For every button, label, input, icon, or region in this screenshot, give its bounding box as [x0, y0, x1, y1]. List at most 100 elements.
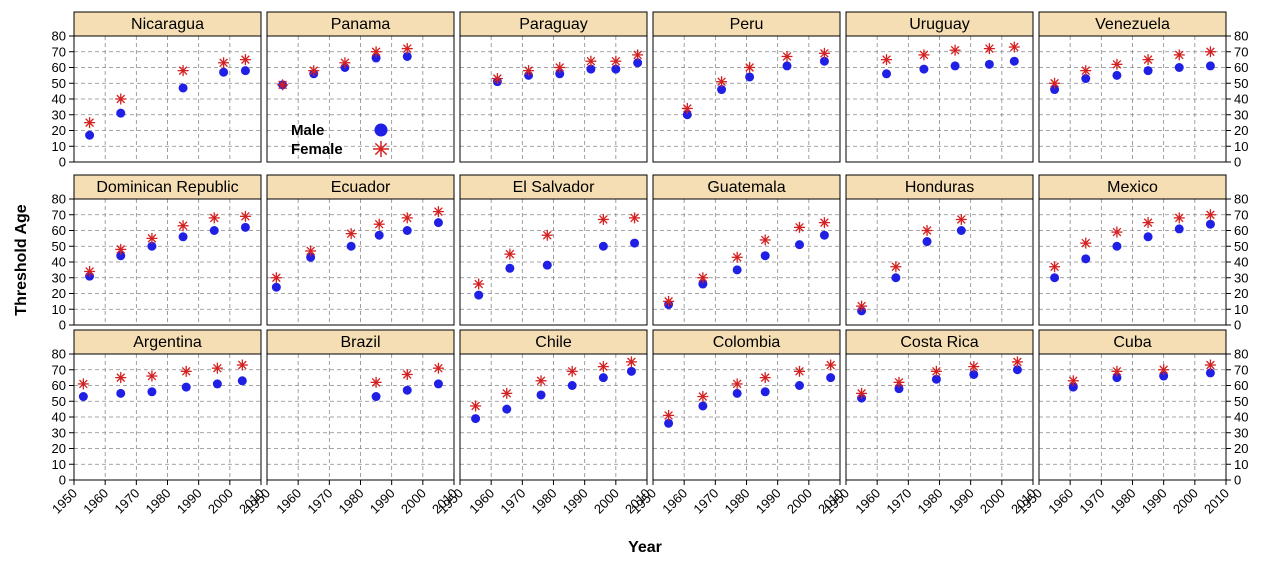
female-point — [208, 212, 220, 224]
y-tick-label: 50 — [1234, 76, 1248, 91]
male-point — [1112, 70, 1122, 80]
female-point — [818, 217, 830, 229]
female-point — [84, 265, 96, 277]
male-point — [306, 252, 316, 262]
x-tick-label: 1990 — [560, 486, 591, 517]
female-point — [504, 248, 516, 260]
female-point — [1173, 49, 1185, 61]
x-tick-label: 2000 — [205, 486, 236, 517]
y-tick-label: 50 — [52, 239, 66, 254]
male-point — [116, 251, 126, 261]
male-point — [181, 382, 191, 392]
male-point — [611, 64, 621, 74]
panel-title: Mexico — [1107, 179, 1158, 196]
panel-strip — [845, 11, 1034, 37]
female-point — [1111, 365, 1123, 377]
female-point — [955, 213, 967, 225]
panel-strip — [1038, 11, 1227, 37]
female-point — [491, 73, 503, 85]
female-point — [759, 372, 771, 384]
y-tick-label: 10 — [52, 139, 66, 154]
male-point — [922, 237, 932, 247]
x-tick-label: 1980 — [722, 486, 753, 517]
x-tick-label: 1990 — [367, 486, 398, 517]
male-point — [1012, 365, 1022, 375]
x-tick-label: 2000 — [591, 486, 622, 517]
female-point — [731, 378, 743, 390]
y-tick-label: 20 — [52, 123, 66, 138]
female-point — [597, 361, 609, 373]
female-point — [308, 65, 320, 77]
panel-strip — [652, 174, 841, 200]
male-point — [502, 404, 512, 414]
y-tick-label: 0 — [1234, 155, 1241, 170]
y-tick-label: 60 — [52, 60, 66, 75]
female-point — [759, 234, 771, 246]
x-tick-label: 1990 — [1139, 486, 1170, 517]
y-tick-label: 60 — [1234, 223, 1248, 238]
male-point — [240, 66, 250, 76]
panel-title: Dominican Republic — [96, 179, 238, 196]
male-point — [732, 388, 742, 398]
panel-border — [845, 35, 1034, 163]
male-point — [664, 418, 674, 428]
y-tick-label: 40 — [52, 255, 66, 270]
female-point — [921, 225, 933, 236]
male-point — [894, 384, 904, 394]
panel-title: Uruguay — [909, 16, 969, 33]
panel-argentina: Argentina — [73, 329, 262, 481]
female-point — [1142, 54, 1154, 66]
male-point — [950, 61, 960, 71]
female-point — [566, 365, 578, 377]
x-tick-label: 1950 — [49, 486, 80, 517]
panel-strip — [652, 11, 841, 37]
x-tick-label: 1970 — [690, 486, 721, 517]
male-point — [1174, 224, 1184, 234]
male-point — [240, 222, 250, 232]
panel-venezuela: Venezuela — [1038, 11, 1227, 163]
male-point — [1050, 273, 1060, 283]
male-point — [630, 238, 640, 248]
male-point — [633, 58, 643, 68]
male-point — [1009, 56, 1019, 66]
male-point — [78, 392, 88, 402]
female-point — [716, 76, 728, 88]
male-point — [682, 110, 692, 120]
panel-uruguay: Uruguay — [845, 11, 1034, 163]
x-tick-label: 1990 — [174, 486, 205, 517]
female-point — [1204, 359, 1216, 371]
y-tick-label: 10 — [52, 457, 66, 472]
panel-strip — [73, 11, 262, 37]
female-point — [1204, 209, 1216, 221]
female-point — [239, 210, 251, 222]
panel-border — [845, 198, 1034, 326]
y-tick-label: 50 — [1234, 394, 1248, 409]
male-point — [698, 279, 708, 289]
male-point — [1205, 61, 1215, 71]
y-tick-label: 0 — [1234, 318, 1241, 333]
male-point — [374, 230, 384, 240]
female-point — [470, 400, 482, 412]
male-point — [598, 241, 608, 251]
panel-title: Panama — [331, 16, 391, 33]
male-point — [732, 265, 742, 275]
x-tick-label: 1960 — [80, 486, 111, 517]
female-point — [1142, 217, 1154, 229]
male-point — [433, 379, 443, 389]
female-point — [930, 365, 942, 377]
y-tick-label: 70 — [52, 44, 66, 59]
female-point — [632, 49, 644, 61]
male-point — [1081, 254, 1091, 264]
female-point — [1204, 46, 1216, 58]
y-tick-label: 30 — [1234, 425, 1248, 440]
male-point — [698, 401, 708, 411]
female-point — [277, 79, 289, 91]
female-point — [856, 300, 868, 312]
male-point — [760, 387, 770, 397]
male-point — [116, 108, 126, 118]
y-tick-label: 40 — [1234, 255, 1248, 270]
female-point — [370, 376, 382, 388]
female-point — [1080, 237, 1092, 249]
male-point — [271, 282, 281, 292]
female-point — [305, 245, 317, 257]
